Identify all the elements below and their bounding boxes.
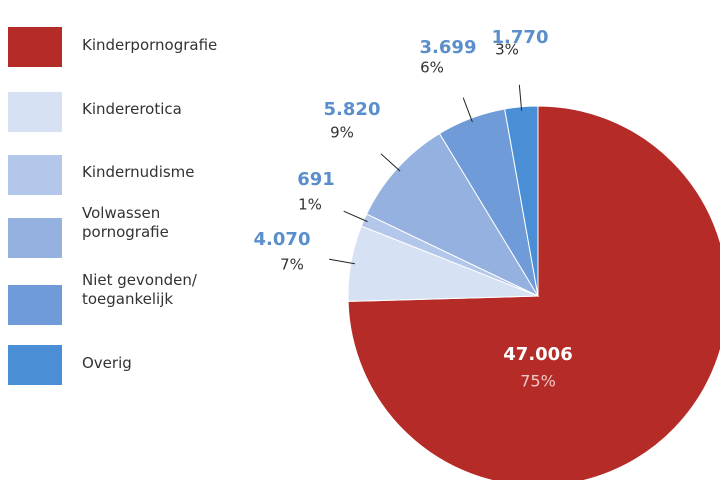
percent-label: 7% xyxy=(280,256,304,274)
percent-label: 1% xyxy=(298,196,322,214)
percent-label: 3% xyxy=(495,41,519,59)
leader-line xyxy=(380,153,401,172)
legend-swatch xyxy=(8,345,62,385)
value-label: 691 xyxy=(297,169,335,190)
legend-label: Niet gevonden/ toegankelijk xyxy=(82,271,197,308)
value-label: 1.770 xyxy=(492,27,549,48)
value-label: 5.820 xyxy=(324,99,381,120)
legend-label: Overig xyxy=(82,354,132,372)
legend-label: Volwassen pornografie xyxy=(82,204,169,241)
legend-swatch xyxy=(8,27,62,67)
leader-line xyxy=(518,84,523,111)
percent-label: 6% xyxy=(420,59,444,77)
legend-swatch xyxy=(8,285,62,325)
value-label: 4.070 xyxy=(254,229,311,250)
value-label: 47.006 xyxy=(503,344,572,365)
percent-label: 75% xyxy=(520,372,556,391)
leader-line xyxy=(329,258,355,265)
pie-slice xyxy=(347,105,720,480)
legend-swatch xyxy=(8,155,62,195)
legend-label: Kindererotica xyxy=(82,100,182,118)
legend-swatch xyxy=(8,218,62,258)
legend-label: Kinderpornografie xyxy=(82,36,218,54)
legend-label: Kindernudisme xyxy=(82,163,195,181)
percent-label: 9% xyxy=(330,124,354,142)
legend-swatch xyxy=(8,92,62,132)
leader-line xyxy=(462,97,473,123)
leader-line xyxy=(343,210,368,223)
value-label: 3.699 xyxy=(420,37,477,58)
